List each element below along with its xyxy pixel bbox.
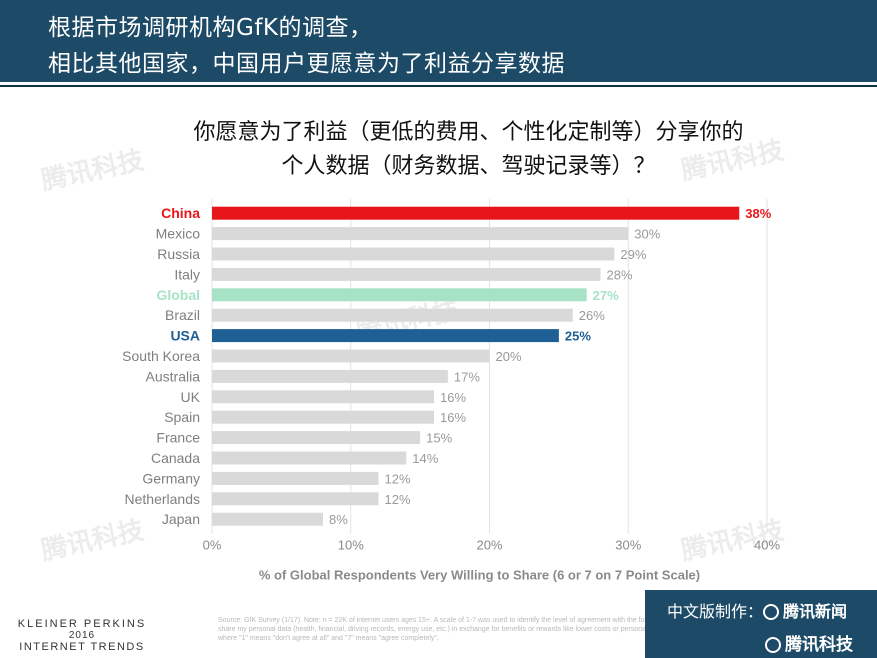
x-axis-label: % of Global Respondents Very Willing to … (259, 567, 700, 582)
category-label: UK (181, 389, 201, 405)
title-line-2: 相比其他国家，中国用户更愿意为了利益分享数据 (48, 51, 565, 77)
kp-year: 2016 (68, 630, 96, 641)
title-line-1: 根据市场调研机构GfK的调查， (48, 15, 373, 41)
bar (212, 247, 615, 261)
bar (212, 329, 559, 343)
value-label: 15% (426, 431, 452, 446)
kp-name: KLEINER PERKINS (17, 618, 147, 630)
brand-news: 腾讯新闻 (783, 602, 848, 621)
x-tick-label: 30% (615, 537, 641, 552)
bar (212, 410, 434, 424)
tencent-logo-icon (765, 637, 781, 653)
category-label: France (156, 430, 200, 446)
bar (212, 390, 434, 404)
bar (212, 431, 421, 445)
bar (212, 369, 448, 383)
bar-chart: China 38% Mexico 30% Russia 29% Italy 28% Global… (122, 199, 780, 582)
category-label: Brazil (165, 307, 200, 323)
value-label: 14% (412, 451, 438, 466)
bar (212, 288, 587, 302)
category-label: Mexico (156, 226, 201, 242)
source-note: Source: GfK Survey (1/17). Note: n = 22K… (218, 617, 748, 642)
kp-report: INTERNET TRENDS (19, 641, 145, 653)
value-label: 29% (620, 247, 646, 262)
value-label: 8% (329, 512, 348, 527)
value-label: 20% (496, 349, 522, 364)
value-label: 38% (745, 206, 771, 221)
bar (212, 267, 601, 281)
value-label: 30% (634, 227, 660, 242)
category-label: Global (156, 287, 200, 303)
brand-line-2: 腾讯科技 (765, 630, 853, 655)
brand-credit: 中文版制作： (667, 602, 764, 621)
brand-tech: 腾讯科技 (785, 635, 853, 655)
x-tick-label: 20% (476, 537, 502, 552)
value-label: 25% (565, 329, 591, 344)
tencent-logo-icon (763, 604, 780, 620)
value-label: 27% (593, 288, 619, 303)
bar (212, 451, 407, 465)
bar (212, 206, 740, 220)
value-label: 12% (385, 492, 411, 507)
category-label: South Korea (122, 348, 200, 364)
category-label: Australia (146, 368, 201, 384)
category-label: Canada (151, 450, 200, 466)
question-line-1: 你愿意为了利益（更低的费用、个性化定制等）分享你的 (193, 120, 744, 145)
x-tick-label: 10% (338, 537, 364, 552)
category-label: Netherlands (125, 491, 201, 507)
category-label: Japan (162, 511, 200, 527)
x-tick-label: 40% (754, 537, 780, 552)
value-label: 17% (454, 369, 480, 384)
bar (212, 512, 323, 526)
bar (212, 227, 629, 241)
category-label: Spain (164, 409, 200, 425)
question-line-2: 个人数据（财务数据、驾驶记录等）？ (281, 154, 656, 179)
x-tick-label: 0% (203, 537, 222, 552)
category-label: Russia (157, 246, 200, 262)
value-label: 16% (440, 410, 466, 425)
category-label: Italy (174, 266, 200, 282)
kp-logo: KLEINER PERKINS 2016 INTERNET TRENDS (12, 618, 152, 653)
title-banner: 根据市场调研机构GfK的调查， 相比其他国家，中国用户更愿意为了利益分享数据 (0, 0, 877, 85)
brand-box: 中文版制作： 腾讯新闻 腾讯科技 (645, 590, 877, 658)
category-label: Germany (142, 470, 200, 486)
category-label: China (161, 205, 200, 221)
category-label: USA (170, 328, 200, 344)
value-label: 12% (385, 471, 411, 486)
value-label: 26% (579, 308, 605, 323)
bar (212, 492, 379, 506)
value-label: 28% (607, 267, 633, 282)
bar (212, 349, 490, 363)
brand-line-1: 中文版制作： 腾讯新闻 (667, 598, 847, 622)
value-label: 16% (440, 390, 466, 405)
bar (212, 471, 379, 485)
bar (212, 308, 573, 322)
